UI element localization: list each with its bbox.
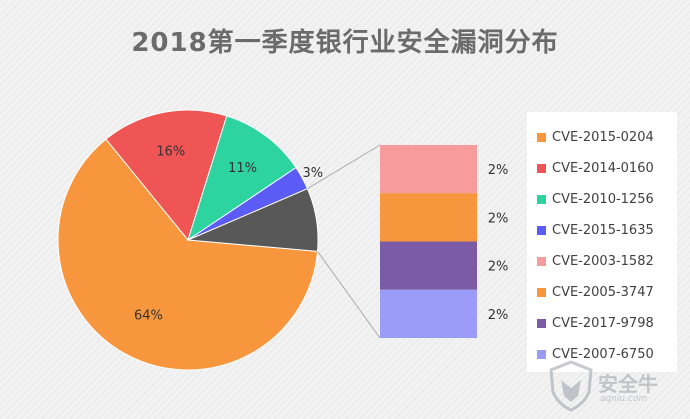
legend-label: CVE-2005-3747 xyxy=(552,285,654,300)
legend-label: CVE-2015-0204 xyxy=(552,130,654,145)
legend-label: CVE-2015-1635 xyxy=(552,223,654,238)
legend: CVE-2015-0204 CVE-2014-0160 CVE-2010-1256 C… xyxy=(527,112,677,372)
legend-swatch xyxy=(537,350,546,359)
watermark-url: aqniu.com xyxy=(600,394,648,404)
watermark: 安全牛 aqniu.com xyxy=(548,360,688,416)
legend-item: CVE-2014-0160 xyxy=(537,153,677,184)
pie-slice-2 xyxy=(105,109,228,242)
shield-logo-icon xyxy=(549,360,593,412)
breakdown-segment-3 xyxy=(380,241,477,290)
breakdown-segment-4 xyxy=(380,289,477,338)
legend-item: CVE-2017-9798 xyxy=(537,308,677,339)
pie-slice-label: 3% xyxy=(302,166,323,181)
pie-slice-3 xyxy=(187,115,297,242)
breakdown-label: 2% xyxy=(488,163,509,178)
chart-title: 2018第一季度银行业安全漏洞分布 xyxy=(131,28,559,58)
legend-label: CVE-2017-9798 xyxy=(552,316,654,331)
legend-item: CVE-2015-0204 xyxy=(537,122,677,153)
legend-item: CVE-2010-1256 xyxy=(537,184,677,215)
breakdown-label: 2% xyxy=(488,260,509,275)
legend-item: CVE-2007-6750 xyxy=(537,339,677,370)
legend-label: CVE-2010-1256 xyxy=(552,192,654,207)
legend-label: CVE-2014-0160 xyxy=(552,161,654,176)
pie-slice-1 xyxy=(57,138,319,371)
legend-label: CVE-2003-1582 xyxy=(552,254,654,269)
connector-line-bottom xyxy=(317,251,381,339)
breakdown-label: 2% xyxy=(488,308,509,323)
pie-slice-label: 64% xyxy=(134,309,163,324)
connector-line-top xyxy=(307,144,381,190)
breakdown-segment-1 xyxy=(380,145,477,194)
pie-slice-label: 16% xyxy=(156,145,185,160)
legend-swatch xyxy=(537,133,546,142)
legend-item: CVE-2003-1582 xyxy=(537,246,677,277)
legend-swatch xyxy=(537,195,546,204)
pie-slice-label: 11% xyxy=(228,161,257,176)
breakdown-label: 2% xyxy=(488,211,509,226)
legend-swatch xyxy=(537,288,546,297)
watermark-brand: 安全牛 xyxy=(598,372,658,396)
breakdown-segment-2 xyxy=(380,193,477,242)
legend-label: CVE-2007-6750 xyxy=(552,347,654,362)
legend-item: CVE-2005-3747 xyxy=(537,277,677,308)
legend-item: CVE-2015-1635 xyxy=(537,215,677,246)
legend-swatch xyxy=(537,226,546,235)
pie-slice-5 xyxy=(187,188,319,252)
legend-swatch xyxy=(537,164,546,173)
legend-swatch xyxy=(537,257,546,266)
legend-swatch xyxy=(537,319,546,328)
